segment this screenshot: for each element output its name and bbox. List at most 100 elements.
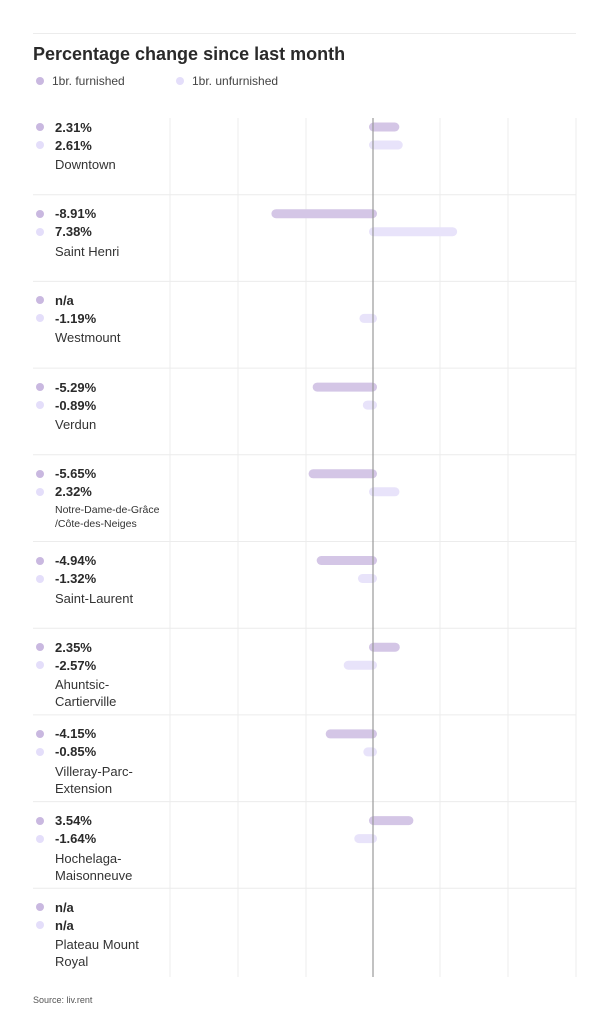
row-label-group: 2.35% -2.57% Ahuntsic- Cartierville — [36, 638, 116, 710]
series-dot — [36, 921, 44, 930]
value-text: -4.15% — [55, 726, 97, 742]
value-label-furnished: -5.65% — [36, 465, 159, 483]
legend-item-furnished: 1br. furnished — [36, 74, 125, 88]
value-label-unfurnished: 7.38% — [36, 223, 119, 241]
bar-furnished — [271, 209, 377, 219]
value-label-furnished: -4.15% — [36, 725, 133, 743]
value-text: -0.85% — [55, 744, 97, 760]
neighbourhood-name: Plateau Mount Royal — [55, 936, 139, 970]
value-label-unfurnished: -2.57% — [36, 656, 116, 674]
value-label-unfurnished: 2.32% — [36, 483, 159, 501]
legend-item-unfurnished: 1br. unfurnished — [176, 74, 278, 88]
value-label-unfurnished: -1.19% — [36, 309, 121, 327]
row-label-group: 2.31% 2.61% Downtown — [36, 118, 116, 173]
bar-unfurnished — [362, 400, 377, 410]
series-dot — [36, 903, 44, 912]
neighbourhood-name: Ahuntsic- Cartierville — [55, 676, 116, 710]
series-dot — [36, 729, 44, 738]
top-divider — [33, 33, 576, 34]
series-dot — [36, 209, 44, 218]
neighbourhood-name: Villeray-Parc- Extension — [55, 763, 133, 797]
neighbourhood-name-line: Villeray-Parc- — [55, 763, 133, 779]
value-label-furnished: 2.31% — [36, 118, 116, 136]
value-text: -2.57% — [55, 657, 97, 673]
neighbourhood-name-line: Extension — [55, 780, 113, 796]
neighbourhood-name-line: Westmount — [55, 330, 121, 346]
neighbourhood-name: Hochelaga- Maisonneuve — [55, 850, 132, 884]
bar-unfurnished — [357, 574, 377, 583]
bar-furnished — [369, 122, 400, 132]
neighbourhood-name-line: Cartierville — [55, 694, 117, 710]
value-text: 2.32% — [55, 484, 92, 500]
bar-unfurnished — [369, 140, 403, 150]
value-text: -0.89% — [55, 397, 97, 413]
series-dot — [36, 574, 44, 583]
value-text: 7.38% — [55, 224, 92, 240]
bar-unfurnished — [343, 660, 377, 670]
neighbourhood-name-line: Maisonneuve — [55, 867, 133, 883]
neighbourhood-name: Notre-Dame-de-Grâce/Côte-des-Neiges — [55, 503, 159, 531]
row-label-group: -4.15% -0.85% Villeray-Parc- Extension — [36, 725, 133, 797]
value-text: n/a — [55, 292, 74, 308]
bar-unfurnished — [354, 834, 377, 844]
source-note: Source: liv.rent — [33, 995, 93, 1005]
series-dot — [36, 661, 44, 670]
neighbourhood-name-line: Notre-Dame-de-Grâce — [55, 503, 160, 516]
chart-title: Percentage change since last month — [33, 44, 346, 64]
value-text: -8.91% — [55, 206, 97, 222]
row-label-group: n/a -1.19% Westmount — [36, 291, 121, 346]
value-text: 2.31% — [55, 119, 92, 135]
neighbourhood-name-line: Ahuntsic- — [55, 677, 110, 693]
value-label-furnished: 3.54% — [36, 812, 132, 830]
row-label-group: -5.29% -0.89% Verdun — [36, 378, 96, 433]
legend-dot-unfurnished — [176, 77, 184, 85]
value-label-furnished: -5.29% — [36, 378, 96, 396]
legend-dot-furnished — [36, 77, 44, 85]
neighbourhood-name: Westmount — [55, 329, 121, 346]
series-dot — [36, 469, 44, 478]
value-text: -1.19% — [55, 310, 97, 326]
neighbourhood-name-line: Verdun — [55, 417, 97, 433]
bar-unfurnished — [369, 227, 458, 237]
bar-furnished — [325, 729, 377, 739]
neighbourhood-name-line: Saint-Laurent — [55, 590, 134, 606]
neighbourhood-name-line: Saint Henri — [55, 243, 120, 259]
neighbourhood-name-line: Downtown — [55, 157, 116, 172]
value-label-unfurnished: -1.32% — [36, 570, 133, 588]
value-label-furnished: -8.91% — [36, 205, 119, 223]
neighbourhood-name: Saint-Laurent — [55, 590, 133, 607]
series-dot — [36, 141, 44, 149]
value-text: 2.61% — [55, 137, 92, 153]
value-label-furnished: 2.35% — [36, 638, 116, 656]
row-label-group: n/a n/a Plateau Mount Royal — [36, 898, 139, 970]
neighbourhood-name: Downtown — [55, 156, 116, 173]
value-label-unfurnished: n/a — [36, 916, 139, 934]
legend-label-unfurnished: 1br. unfurnished — [192, 74, 279, 88]
neighbourhood-name-line: Plateau Mount — [55, 937, 139, 953]
value-text: n/a — [55, 899, 74, 915]
bar-unfurnished — [359, 313, 377, 323]
neighbourhood-name: Saint Henri — [55, 243, 119, 260]
series-dot — [36, 314, 44, 323]
series-dot — [36, 487, 44, 496]
series-dot — [36, 816, 44, 825]
bar-furnished — [312, 382, 377, 392]
value-text: -1.64% — [55, 831, 97, 847]
series-dot — [36, 296, 44, 305]
bar-unfurnished — [363, 747, 377, 757]
value-text: 2.35% — [55, 639, 92, 655]
bar-unfurnished — [369, 487, 400, 497]
value-label-unfurnished: -1.64% — [36, 830, 132, 848]
value-label-unfurnished: -0.85% — [36, 743, 133, 761]
value-text: -1.32% — [55, 571, 97, 586]
value-label-unfurnished: -0.89% — [36, 396, 96, 414]
neighbourhood-name-line: Royal — [55, 954, 89, 970]
series-dot — [36, 123, 44, 131]
value-label-unfurnished: 2.61% — [36, 136, 116, 154]
row-label-group: 3.54% -1.64% Hochelaga- Maisonneuve — [36, 812, 132, 884]
value-label-furnished: -4.94% — [36, 552, 133, 570]
value-text: n/a — [55, 917, 74, 933]
series-dot — [36, 556, 44, 565]
value-text: -5.65% — [55, 466, 97, 482]
